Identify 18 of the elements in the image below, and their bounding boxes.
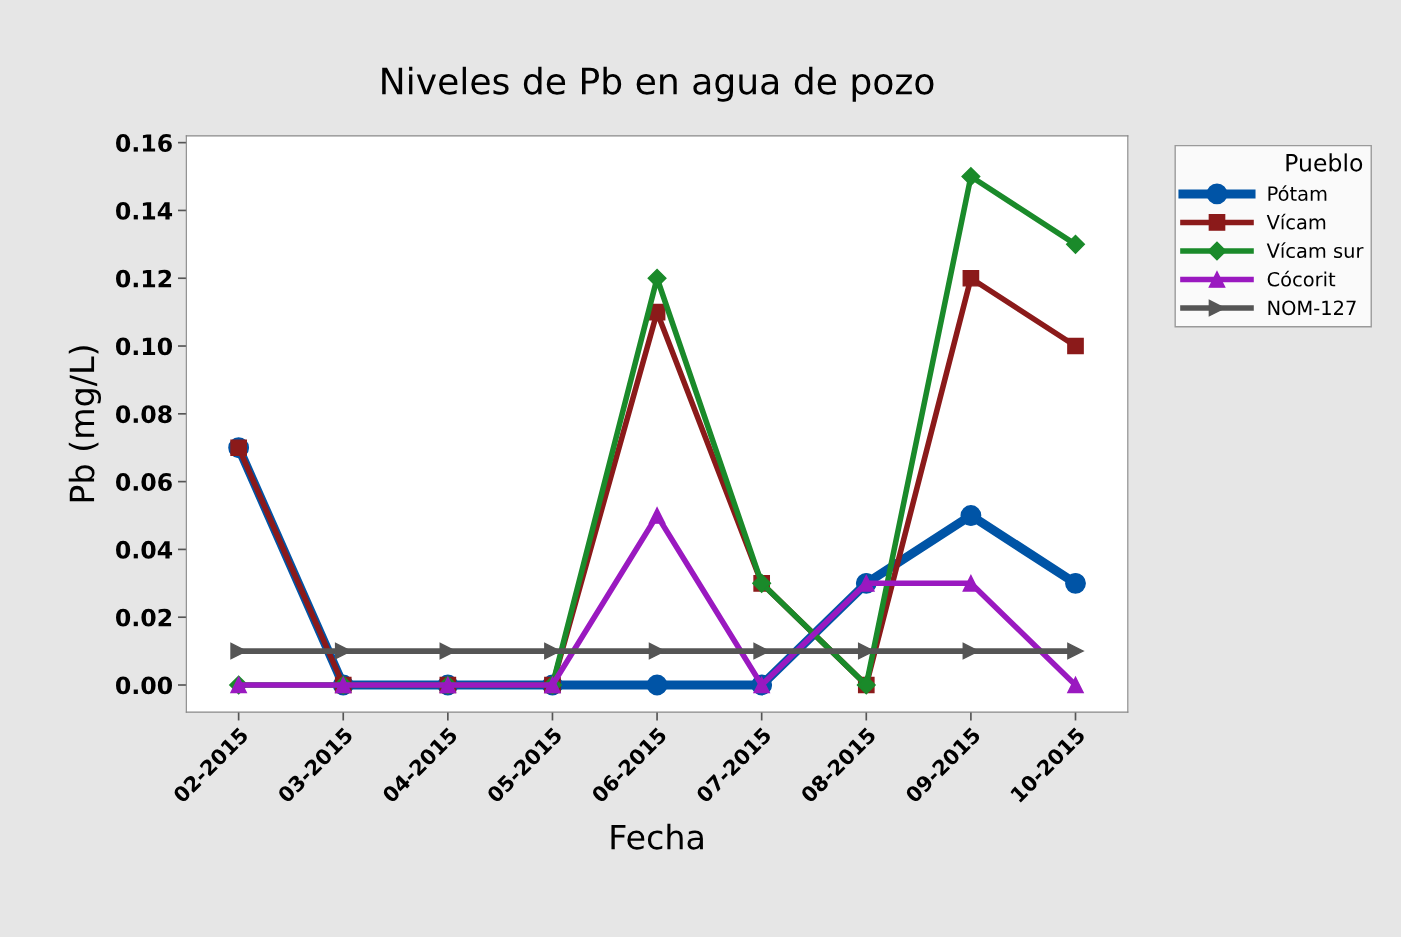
y-tick-label: 0.10	[116, 337, 173, 356]
legend-label: Cócorit	[1267, 270, 1336, 287]
legend-label: NOM-127	[1268, 300, 1356, 316]
y-tick-label: 0.14	[116, 201, 173, 220]
legend-label: Pótam	[1268, 185, 1327, 201]
legend-label: Vícam sur	[1266, 242, 1364, 259]
y-tick-label: 0.16	[116, 134, 172, 152]
y-tick-label: 0.02	[116, 608, 172, 627]
y-axis-title: Pb (mg/L)	[68, 346, 101, 502]
chart-title: Niveles de Pb en agua de pozo	[382, 66, 934, 102]
y-tick-label: 0.12	[116, 269, 172, 288]
y-tick-label: 0.00	[116, 676, 173, 695]
legend-title: Pueblo	[1286, 153, 1363, 172]
y-tick-label: 0.06	[116, 473, 172, 491]
y-tick-label: 0.04	[116, 540, 173, 559]
x-axis-title: Fecha	[611, 823, 703, 850]
legend-label: Vícam	[1266, 213, 1326, 230]
y-tick-label: 0.08	[116, 405, 172, 424]
